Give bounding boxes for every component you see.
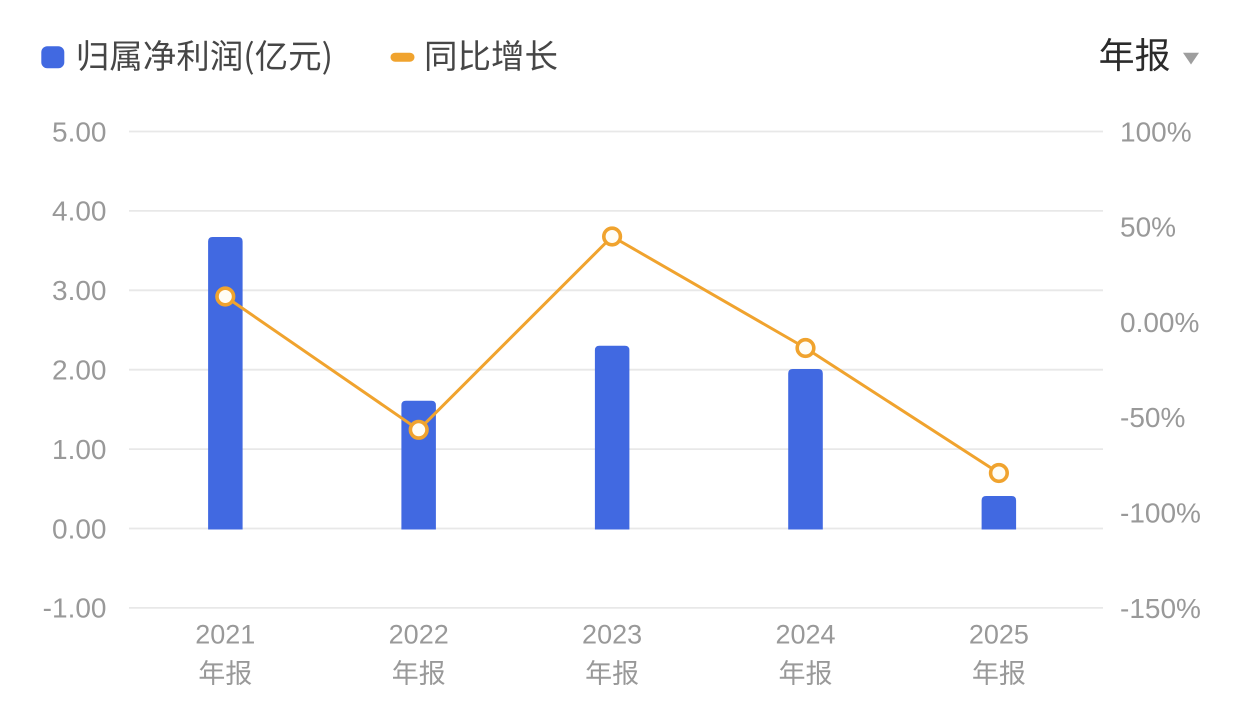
svg-text:2022: 2022 xyxy=(389,620,449,650)
svg-text:3.00: 3.00 xyxy=(52,275,107,306)
svg-text:2025: 2025 xyxy=(969,620,1029,650)
svg-text:-100%: -100% xyxy=(1120,498,1201,529)
svg-text:100%: 100% xyxy=(1120,116,1192,147)
svg-text:-1.00: -1.00 xyxy=(43,593,107,624)
svg-text:-150%: -150% xyxy=(1120,593,1201,624)
svg-text:50%: 50% xyxy=(1120,212,1176,243)
svg-text:2024: 2024 xyxy=(775,620,835,650)
svg-text:5.00: 5.00 xyxy=(52,116,107,147)
svg-text:0.00: 0.00 xyxy=(52,513,107,544)
svg-text:4.00: 4.00 xyxy=(52,196,107,227)
svg-text:2023: 2023 xyxy=(582,620,642,650)
svg-text:2.00: 2.00 xyxy=(52,355,107,386)
svg-text:1.00: 1.00 xyxy=(52,434,107,465)
svg-text:2021: 2021 xyxy=(195,620,255,650)
svg-text:-50%: -50% xyxy=(1120,402,1185,433)
svg-text:0.00%: 0.00% xyxy=(1120,307,1199,338)
